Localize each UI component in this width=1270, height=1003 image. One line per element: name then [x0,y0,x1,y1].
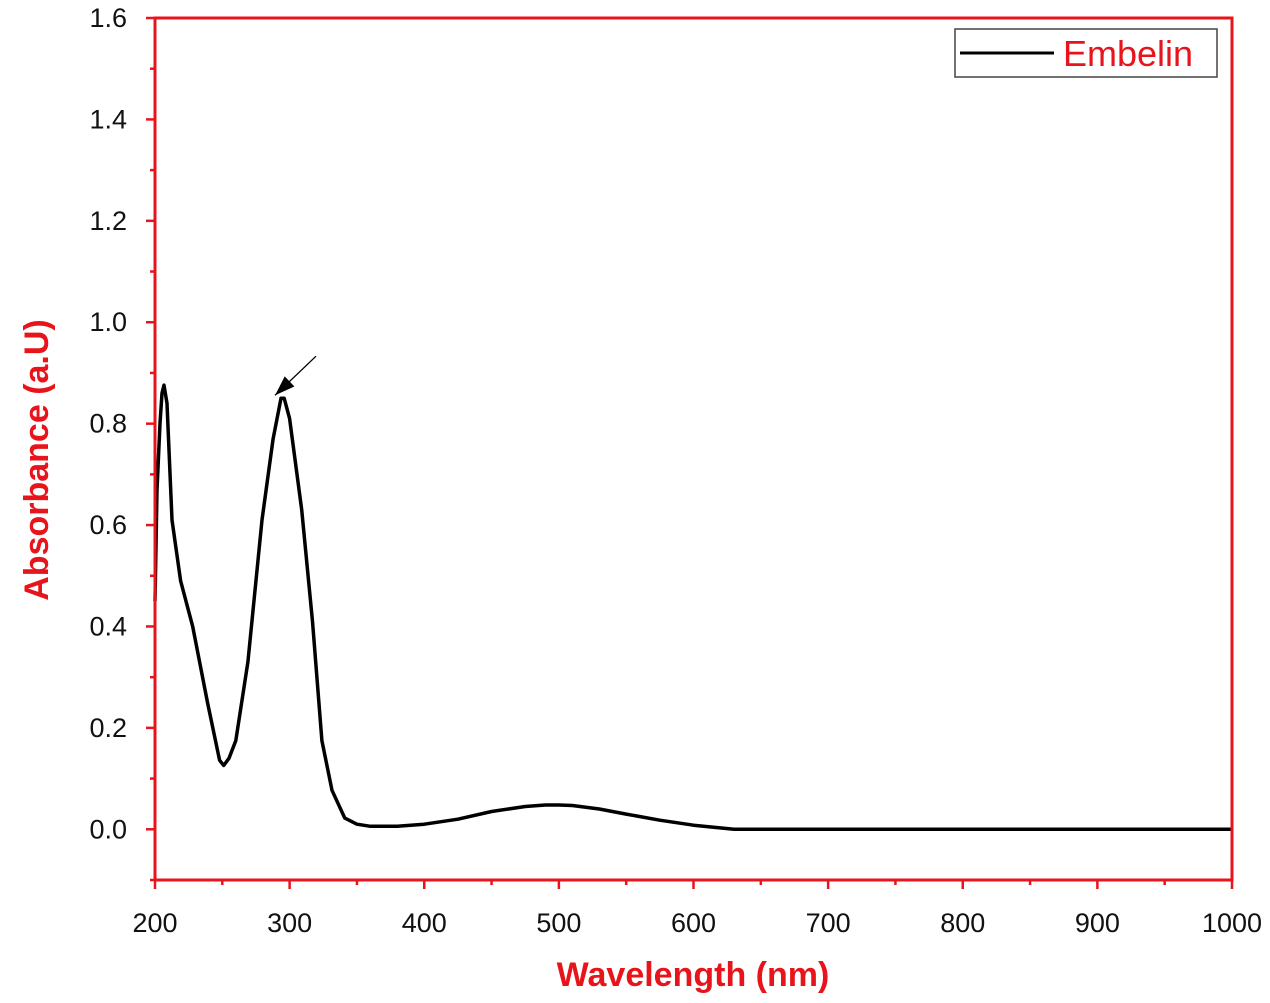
x-tick-label: 400 [402,908,447,938]
y-tick-label: 1.6 [89,3,127,33]
x-tick-label: 200 [132,908,177,938]
y-tick-label: 0.4 [89,611,127,641]
x-tick-label: 900 [1075,908,1120,938]
y-tick-label: 1.2 [89,206,127,236]
legend: Embelin [954,28,1218,78]
y-tick-label: 0.6 [89,510,127,540]
x-tick-label: 300 [267,908,312,938]
y-tick-label: 1.4 [89,104,127,134]
x-tick-label: 800 [940,908,985,938]
x-tick-label: 600 [671,908,716,938]
y-tick-label: 0.0 [89,814,127,844]
y-tick-label: 0.8 [89,409,127,439]
legend-label-embelin: Embelin [1063,33,1193,74]
series-line-embelin [153,383,1232,832]
y-axis-title: Absorbance (a.U) [18,319,56,601]
x-tick-label: 700 [806,908,851,938]
x-axis-title: Wavelength (nm) [557,956,830,994]
peak-arrow-head [275,376,295,396]
x-tick-label: 500 [536,908,581,938]
x-tick-label: 1000 [1202,908,1262,938]
plot-frame [153,16,1234,882]
y-tick-label: 1.0 [89,307,127,337]
y-tick-label: 0.2 [89,713,127,743]
